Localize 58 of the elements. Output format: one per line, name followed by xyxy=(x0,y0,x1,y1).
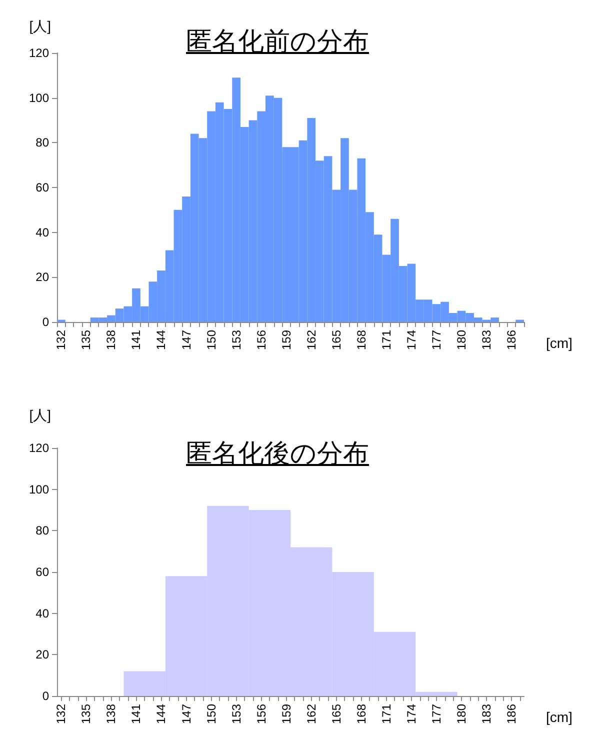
x-tick-label: 159 xyxy=(279,704,294,724)
x-tick-label: 147 xyxy=(179,330,194,350)
y-tick-label: 100 xyxy=(28,90,50,105)
x-tick-label: 174 xyxy=(404,704,418,724)
x-tick-label: 162 xyxy=(304,330,318,350)
x-tick-label: 177 xyxy=(429,330,444,350)
chart-title: 匿名化後の分布 xyxy=(186,439,369,469)
x-tick-label: 156 xyxy=(254,704,268,724)
x-tick-label: 165 xyxy=(329,330,344,350)
y-tick-label: 80 xyxy=(36,136,50,150)
x-axis-title: [cm] xyxy=(546,709,572,725)
x-tick-label: 156 xyxy=(254,330,268,350)
x-axis-title: [cm] xyxy=(546,335,572,351)
x-tick-label: 150 xyxy=(204,330,218,350)
x-tick-label: 171 xyxy=(379,704,394,724)
x-tick-label: 144 xyxy=(154,330,168,350)
x-tick-label: 177 xyxy=(429,704,444,724)
x-tick-label: 138 xyxy=(104,704,118,724)
x-tick-label: 174 xyxy=(404,330,418,350)
x-tick-label: 168 xyxy=(354,704,368,724)
x-tick-label: 153 xyxy=(229,704,244,724)
y-tick-label: 120 xyxy=(28,46,50,60)
x-tick-label: 141 xyxy=(129,330,144,350)
x-tick-label: 180 xyxy=(454,330,468,350)
y-tick-label: 0 xyxy=(42,689,50,703)
x-tick-label: 183 xyxy=(479,330,494,350)
x-tick-label: 150 xyxy=(204,704,218,724)
y-tick-label: 40 xyxy=(36,225,50,240)
x-tick-label: 132 xyxy=(54,704,68,724)
x-tick-label: 183 xyxy=(479,704,494,724)
y-axis-title: [人] xyxy=(29,407,51,423)
x-tick-label: 165 xyxy=(329,704,344,724)
x-tick-label: 147 xyxy=(179,704,194,724)
x-tick-label: 159 xyxy=(279,330,294,350)
y-tick-label: 60 xyxy=(36,565,50,579)
x-tick-label: 171 xyxy=(379,330,394,350)
x-tick-label: 153 xyxy=(229,330,244,350)
y-tick-label: 20 xyxy=(36,648,50,662)
x-tick-label: 186 xyxy=(504,330,518,350)
x-tick-label: 144 xyxy=(154,704,168,724)
y-tick-label: 40 xyxy=(36,606,50,620)
y-tick-label: 80 xyxy=(36,524,50,538)
x-tick-label: 135 xyxy=(79,704,94,724)
x-tick-label: 141 xyxy=(129,704,144,724)
y-tick-label: 20 xyxy=(36,270,50,284)
x-tick-label: 168 xyxy=(354,330,368,350)
x-tick-label: 138 xyxy=(104,330,118,350)
x-tick-label: 162 xyxy=(304,704,318,724)
y-tick-label: 60 xyxy=(36,180,50,194)
x-tick-label: 135 xyxy=(79,330,94,350)
chart-title: 匿名化前の分布 xyxy=(186,27,369,57)
x-tick-label: 180 xyxy=(454,704,468,724)
y-axis-title: [人] xyxy=(29,18,51,34)
x-tick-label: 132 xyxy=(54,330,68,350)
x-tick-label: 186 xyxy=(504,704,518,724)
y-tick-label: 100 xyxy=(28,482,50,496)
y-tick-label: 0 xyxy=(42,315,50,329)
y-tick-label: 120 xyxy=(28,441,50,455)
